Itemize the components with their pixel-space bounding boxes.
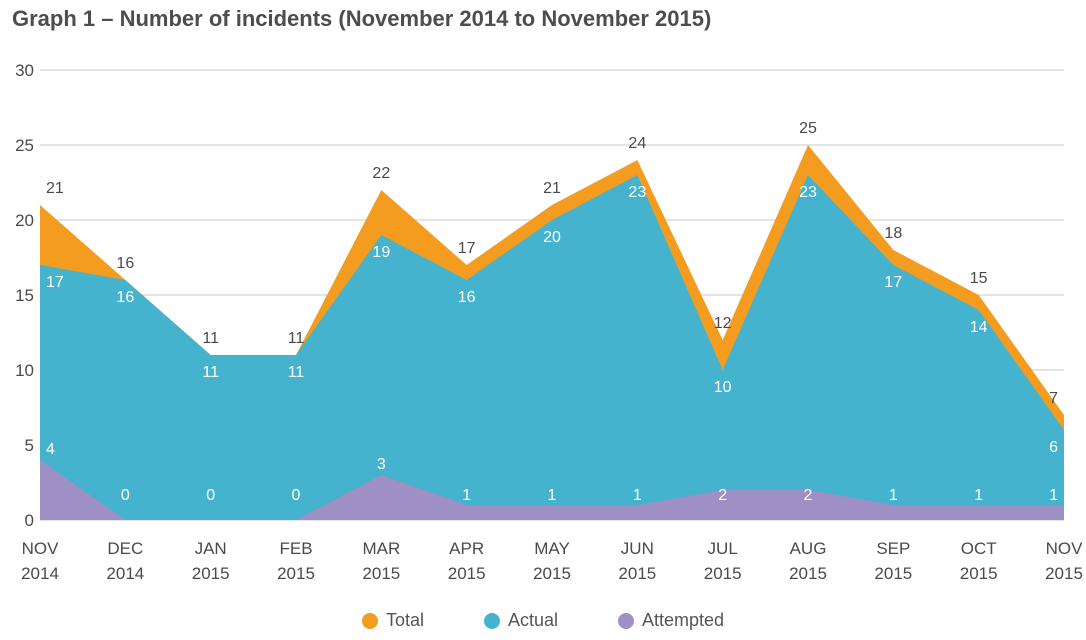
- x-tick-label: 2015: [1045, 564, 1083, 583]
- legend-item-total: Total: [361, 610, 424, 631]
- y-tick-label: 20: [15, 211, 34, 230]
- data-label-actual: 10: [714, 379, 732, 396]
- x-tick-label: 2014: [21, 564, 59, 583]
- data-label-attempted: 2: [804, 487, 813, 504]
- data-label-actual: 16: [116, 289, 134, 306]
- x-tick-label: MAY: [534, 539, 570, 558]
- data-label-total: 22: [372, 165, 390, 182]
- data-label-attempted: 1: [462, 487, 471, 504]
- chart-title: Graph 1 – Number of incidents (November …: [12, 6, 712, 31]
- x-tick-label: SEP: [876, 539, 910, 558]
- legend-label-attempted: Attempted: [642, 610, 725, 630]
- data-label-actual: 11: [288, 364, 305, 381]
- x-tick-label: 2015: [192, 564, 230, 583]
- y-tick-label: 15: [15, 286, 34, 305]
- x-tick-label: DEC: [107, 539, 143, 558]
- data-label-attempted: 1: [633, 487, 642, 504]
- data-label-attempted: 4: [46, 441, 55, 458]
- data-label-attempted: 1: [1049, 487, 1058, 504]
- data-label-actual: 11: [202, 364, 219, 381]
- x-tick-label: 2015: [448, 564, 486, 583]
- x-tick-label: MAR: [362, 539, 400, 558]
- x-tick-label: 2015: [618, 564, 656, 583]
- x-tick-label: 2015: [789, 564, 827, 583]
- data-label-actual: 17: [884, 274, 902, 291]
- data-label-actual: 6: [1049, 439, 1058, 456]
- data-label-attempted: 0: [292, 487, 301, 504]
- data-label-total: 7: [1049, 390, 1058, 407]
- data-label-actual: 17: [46, 274, 64, 291]
- data-label-actual: 23: [628, 184, 646, 201]
- x-tick-label: JUL: [708, 539, 738, 558]
- data-label-actual: 14: [970, 319, 988, 336]
- data-label-total: 21: [46, 180, 64, 197]
- data-label-attempted: 0: [121, 487, 130, 504]
- y-tick-label: 10: [15, 361, 34, 380]
- data-label-attempted: 3: [377, 456, 386, 473]
- data-label-total: 12: [714, 315, 732, 332]
- x-tick-label: 2015: [277, 564, 315, 583]
- x-tick-label: 2015: [874, 564, 912, 583]
- x-tick-label: NOV: [22, 539, 60, 558]
- x-tick-label: OCT: [961, 539, 997, 558]
- y-tick-label: 25: [15, 136, 34, 155]
- data-label-attempted: 0: [206, 487, 215, 504]
- x-tick-label: 2015: [960, 564, 998, 583]
- data-label-total: 25: [799, 120, 817, 137]
- data-label-total: 15: [970, 270, 988, 287]
- x-tick-label: 2014: [106, 564, 144, 583]
- y-tick-label: 0: [25, 511, 34, 530]
- legend: Total Actual Attempted: [0, 610, 1086, 631]
- data-label-total: 18: [884, 225, 902, 242]
- data-label-total: 17: [458, 240, 476, 257]
- data-label-attempted: 2: [718, 487, 727, 504]
- x-tick-label: 2015: [704, 564, 742, 583]
- data-label-total: 11: [202, 330, 219, 347]
- x-tick-label: AUG: [790, 539, 827, 558]
- data-label-actual: 20: [543, 229, 561, 246]
- legend-swatch-attempted: [618, 612, 634, 629]
- data-label-actual: 19: [372, 244, 390, 261]
- y-tick-label: 30: [15, 61, 34, 80]
- x-tick-label: APR: [449, 539, 484, 558]
- legend-label-actual: Actual: [507, 610, 558, 630]
- x-tick-label: 2015: [533, 564, 571, 583]
- y-tick-label: 5: [25, 436, 34, 455]
- x-tick-label: JUN: [621, 539, 654, 558]
- x-tick-label: JAN: [195, 539, 227, 558]
- data-label-attempted: 1: [974, 487, 983, 504]
- data-label-attempted: 1: [548, 487, 557, 504]
- x-tick-label: FEB: [279, 539, 312, 558]
- area-attempted: [40, 460, 1064, 520]
- legend-label-total: Total: [385, 610, 424, 630]
- legend-item-actual: Actual: [483, 610, 558, 631]
- data-label-total: 11: [288, 330, 305, 347]
- x-tick-label: 2015: [362, 564, 400, 583]
- data-label-total: 16: [116, 255, 134, 272]
- data-label-actual: 16: [458, 289, 476, 306]
- legend-swatch-total: [361, 612, 378, 629]
- data-label-total: 24: [628, 135, 646, 152]
- data-label-actual: 23: [799, 184, 817, 201]
- legend-swatch-actual: [483, 612, 500, 629]
- area-actual: [40, 175, 1064, 520]
- data-label-total: 21: [543, 180, 561, 197]
- data-label-attempted: 1: [889, 487, 898, 504]
- x-tick-label: NOV: [1046, 539, 1084, 558]
- legend-item-attempted: Attempted: [618, 610, 724, 631]
